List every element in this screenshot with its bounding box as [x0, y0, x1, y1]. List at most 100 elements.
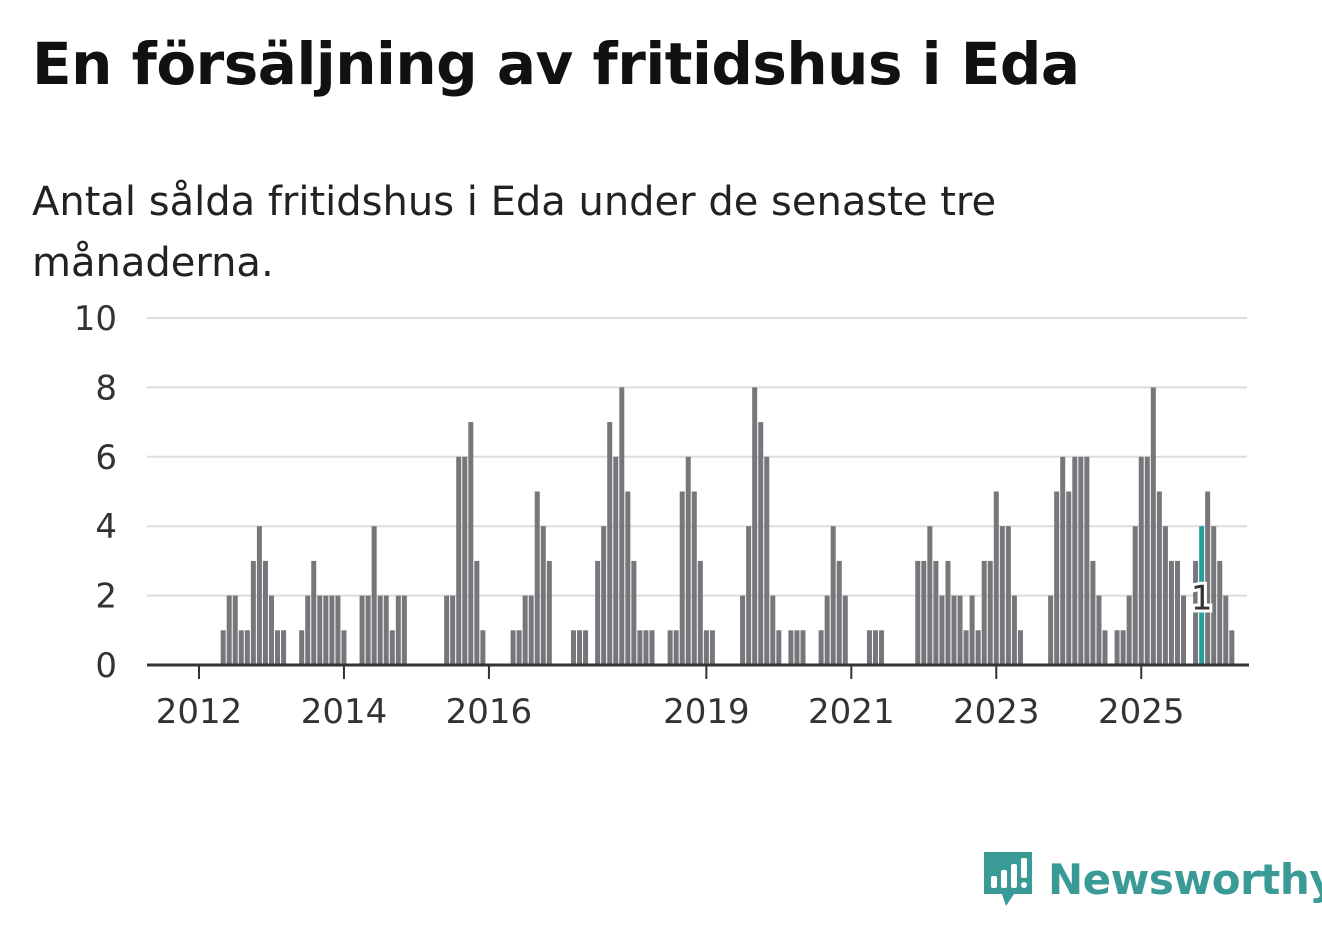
bar-61 — [516, 630, 522, 665]
bar-162 — [1126, 595, 1132, 665]
bar-87 — [673, 630, 679, 665]
bar-80 — [631, 560, 637, 665]
bar-37 — [371, 526, 377, 665]
y-tick-label-6: 6 — [95, 438, 117, 478]
bar-49 — [444, 595, 450, 665]
y-tick-label-10: 10 — [74, 299, 117, 339]
bar-chart: 0 2 4 6 8 10 2012 2014 2016 2019 2021 2023 2025 1 — [74, 299, 1249, 732]
y-tick-label-2: 2 — [95, 577, 117, 617]
x-tick-label-2012: 2012 — [156, 692, 243, 732]
x-tick-label-2023: 2023 — [953, 692, 1040, 732]
y-tick-label-8: 8 — [95, 368, 117, 408]
bar-176 — [1211, 526, 1217, 665]
bar-106 — [788, 630, 794, 665]
bar-35 — [359, 595, 365, 665]
bar-32 — [341, 630, 347, 665]
bar-114 — [836, 560, 842, 665]
bar-144 — [1017, 630, 1023, 665]
bar-133 — [951, 595, 957, 665]
bar-177 — [1217, 560, 1223, 665]
bar-82 — [643, 630, 649, 665]
bar-91 — [697, 560, 703, 665]
bar-154 — [1078, 456, 1084, 665]
logo-text: Newsworthy — [1048, 854, 1322, 904]
bar-93 — [709, 630, 715, 665]
bar-83 — [649, 630, 655, 665]
bar-26 — [305, 595, 311, 665]
bar-141 — [999, 526, 1005, 665]
bar-41 — [395, 595, 401, 665]
bar-166 — [1150, 387, 1156, 665]
bar-75 — [601, 526, 607, 665]
bar-18 — [256, 526, 262, 665]
highlight-value-label: 1 — [1191, 579, 1213, 619]
bar-81 — [637, 630, 643, 665]
bar-15 — [238, 630, 244, 665]
bar-52 — [462, 456, 468, 665]
bar-71 — [577, 630, 583, 665]
y-axis-labels: 0 2 4 6 8 10 — [74, 299, 117, 686]
bar-16 — [244, 630, 250, 665]
bar-156 — [1090, 560, 1096, 665]
bar-51 — [456, 456, 462, 665]
bar-76 — [607, 422, 613, 665]
bar-168 — [1162, 526, 1168, 665]
bar-129 — [927, 526, 933, 665]
bar-130 — [933, 560, 939, 665]
bar-28 — [317, 595, 323, 665]
bar-19 — [262, 560, 268, 665]
bar-170 — [1174, 560, 1180, 665]
bar-128 — [921, 560, 927, 665]
bar-62 — [522, 595, 528, 665]
bar-171 — [1181, 595, 1187, 665]
bar-79 — [625, 491, 631, 665]
bar-99 — [746, 526, 752, 665]
bar-17 — [250, 560, 256, 665]
bar-164 — [1138, 456, 1144, 665]
bar-142 — [1005, 526, 1011, 665]
bar-158 — [1102, 630, 1108, 665]
bar-157 — [1096, 595, 1102, 665]
bar-36 — [365, 595, 371, 665]
bar-65 — [540, 526, 546, 665]
bar-29 — [323, 595, 329, 665]
x-axis-ticks: 2012 2014 2016 2019 2021 2023 2025 — [156, 665, 1185, 732]
bar-138 — [981, 560, 987, 665]
bar-63 — [528, 595, 534, 665]
bar-149 — [1048, 595, 1054, 665]
bar-12 — [220, 630, 226, 665]
bar-152 — [1066, 491, 1072, 665]
newsworthy-chart-icon — [984, 852, 1032, 906]
bar-160 — [1114, 630, 1120, 665]
bar-88 — [679, 491, 685, 665]
bar-119 — [866, 630, 872, 665]
bar-92 — [703, 630, 709, 665]
bar-178 — [1223, 595, 1229, 665]
bar-136 — [969, 595, 975, 665]
bar-155 — [1084, 456, 1090, 665]
bar-113 — [830, 526, 836, 665]
bar-30 — [329, 595, 335, 665]
y-tick-label-4: 4 — [95, 507, 117, 547]
bar-137 — [975, 630, 981, 665]
bar-115 — [842, 595, 848, 665]
bar-20 — [268, 595, 274, 665]
bar-78 — [619, 387, 625, 665]
bar-86 — [667, 630, 673, 665]
bar-165 — [1144, 456, 1150, 665]
bar-140 — [993, 491, 999, 665]
bar-151 — [1060, 456, 1066, 665]
bar-101 — [758, 422, 764, 665]
bar-100 — [752, 387, 758, 665]
x-tick-label-2016: 2016 — [446, 692, 533, 732]
bar-39 — [383, 595, 389, 665]
x-tick-label-2025: 2025 — [1098, 692, 1185, 732]
bar-169 — [1168, 560, 1174, 665]
bar-77 — [613, 456, 619, 665]
bar-98 — [740, 595, 746, 665]
x-tick-label-2019: 2019 — [663, 692, 750, 732]
bar-131 — [939, 595, 945, 665]
bar-121 — [879, 630, 885, 665]
bar-highlight — [1199, 526, 1205, 665]
bar-167 — [1156, 491, 1162, 665]
